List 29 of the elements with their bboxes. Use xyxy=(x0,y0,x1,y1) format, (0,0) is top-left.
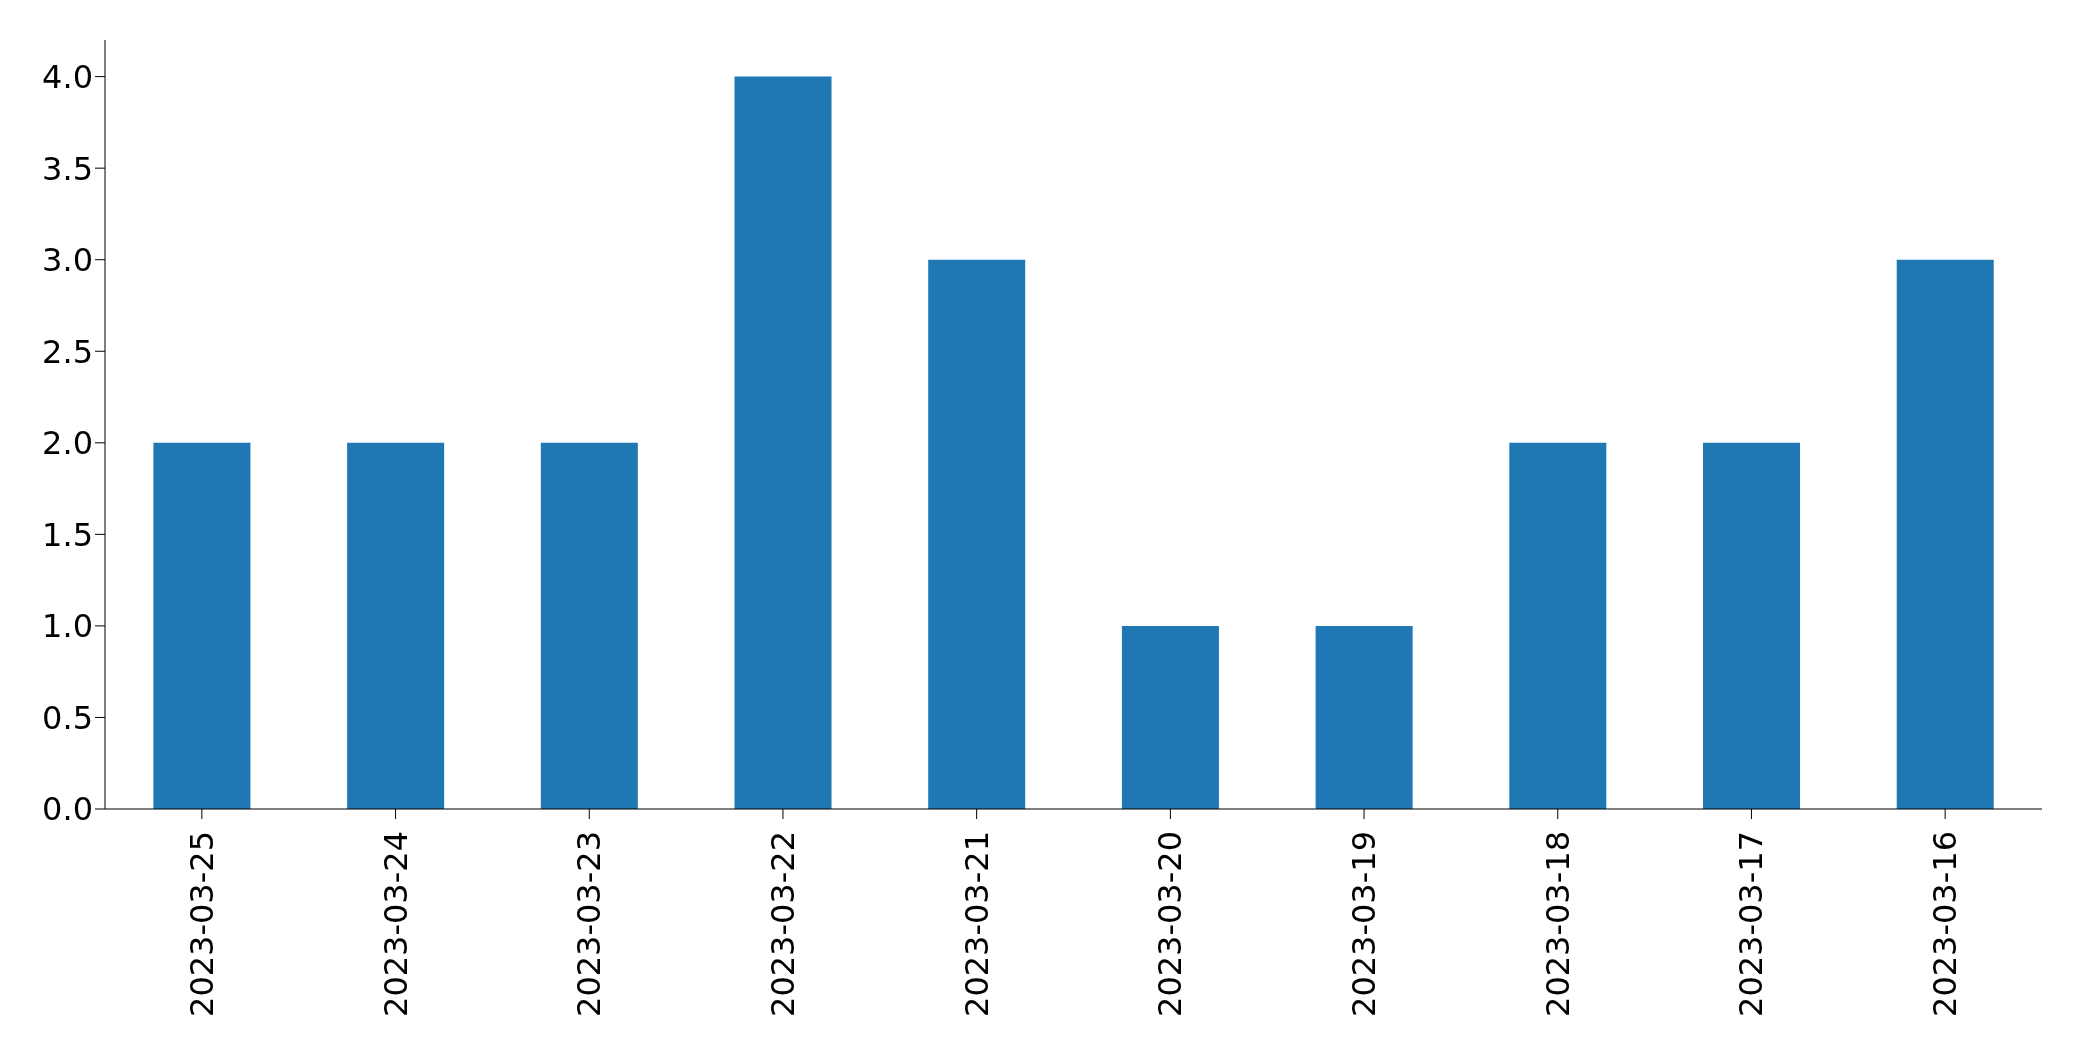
x-tick-label: 2023-03-25 xyxy=(182,831,221,1017)
x-tick-label: 2023-03-19 xyxy=(1345,831,1384,1017)
x-tick-label: 2023-03-20 xyxy=(1151,831,1190,1017)
bar xyxy=(1509,442,1607,809)
y-tick-label: 1.5 xyxy=(42,515,93,554)
bar xyxy=(540,442,638,809)
y-tick-label: 2.0 xyxy=(42,424,93,463)
y-tick-label: 3.0 xyxy=(42,241,93,280)
bar xyxy=(347,442,445,809)
bar xyxy=(1703,442,1801,809)
y-tick-label: 1.0 xyxy=(42,607,93,646)
x-tick-label: 2023-03-18 xyxy=(1538,831,1577,1017)
x-tick-label: 2023-03-23 xyxy=(570,831,609,1017)
bar xyxy=(1315,625,1413,809)
x-tick-label: 2023-03-24 xyxy=(376,831,415,1017)
bar xyxy=(1896,259,1994,809)
bar xyxy=(1121,625,1219,809)
bar xyxy=(153,442,251,809)
y-tick-label: 0.0 xyxy=(42,790,93,829)
x-tick-label: 2023-03-22 xyxy=(763,831,802,1017)
y-tick-label: 4.0 xyxy=(42,57,93,96)
x-tick-label: 2023-03-16 xyxy=(1926,831,1965,1017)
y-tick-label: 0.5 xyxy=(42,698,93,737)
bar xyxy=(734,76,832,809)
x-tick-label: 2023-03-21 xyxy=(957,831,996,1017)
y-tick-label: 2.5 xyxy=(42,332,93,371)
x-tick-label: 2023-03-17 xyxy=(1732,831,1771,1017)
bar xyxy=(928,259,1026,809)
y-tick-label: 3.5 xyxy=(42,149,93,188)
